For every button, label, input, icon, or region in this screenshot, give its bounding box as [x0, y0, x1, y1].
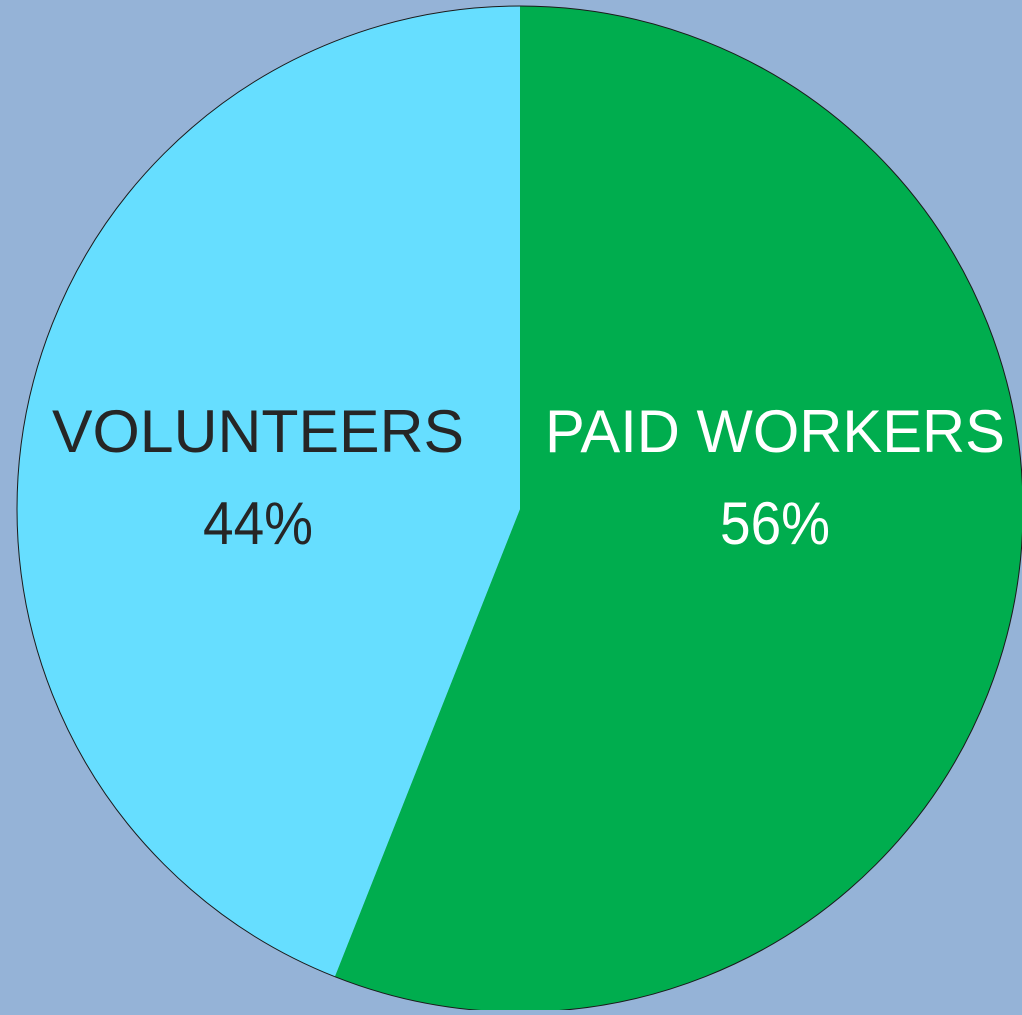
slice-label: VOLUNTEERS: [52, 398, 464, 465]
slice-value-label: 56%: [720, 490, 830, 557]
slice-label: PAID WORKERS: [545, 398, 1005, 465]
slices-layer: [17, 6, 1022, 1010]
slice-value-label: 44%: [203, 490, 313, 557]
